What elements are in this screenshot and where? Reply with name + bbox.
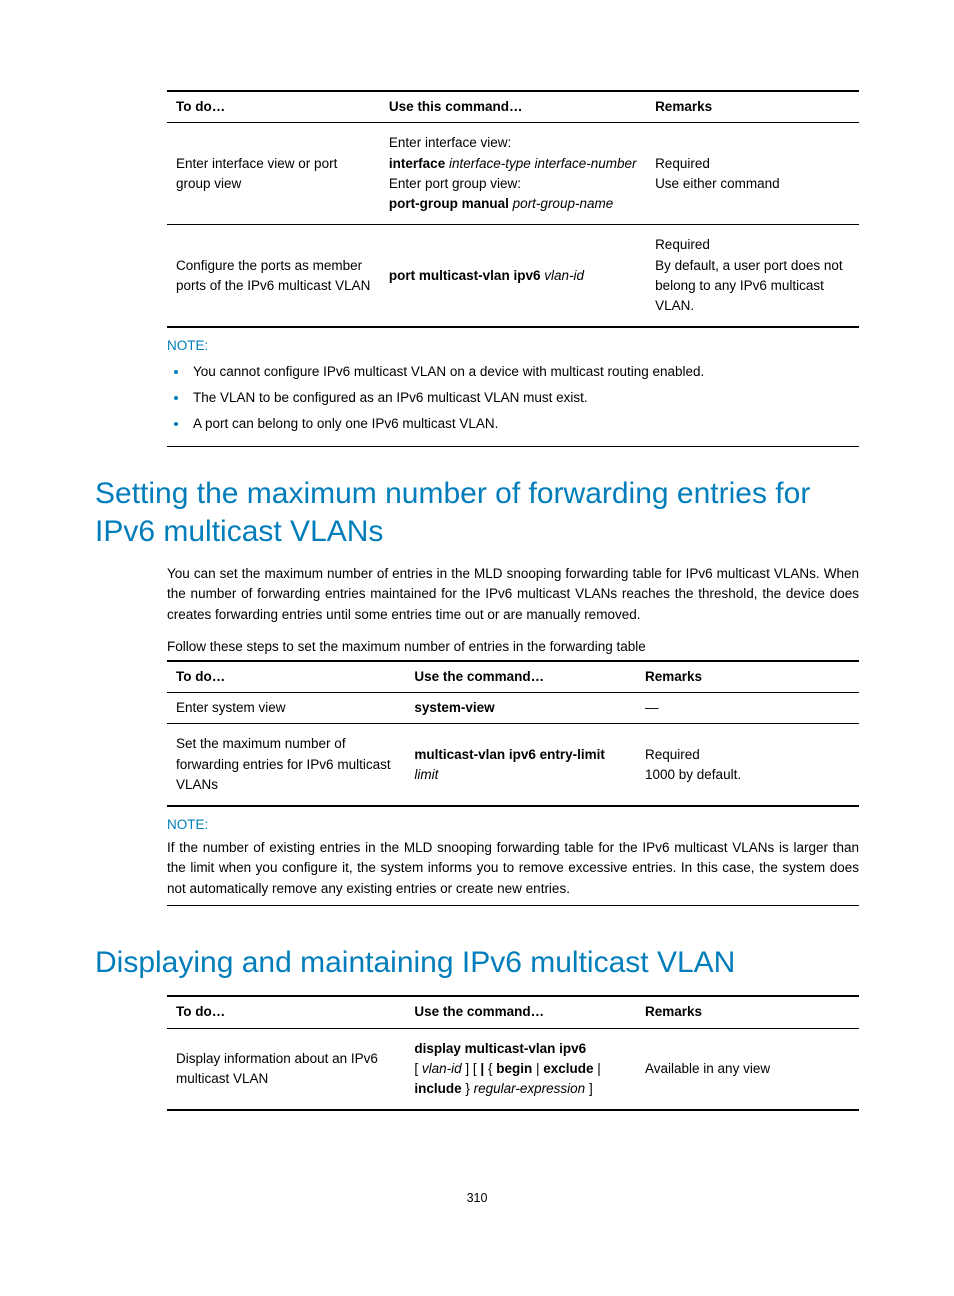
cmd-line: interface interface-type interface-numbe… <box>389 154 637 174</box>
table-row: Display information about an IPv6 multic… <box>167 1028 859 1110</box>
cell-cmd: display multicast-vlan ipv6 [ vlan-id ] … <box>405 1028 636 1110</box>
note-item: You cannot configure IPv6 multicast VLAN… <box>189 359 859 385</box>
th-remarks: Remarks <box>646 91 859 123</box>
note-label: NOTE: <box>167 817 859 832</box>
cmd-line: Enter port group view: <box>389 174 637 194</box>
cell-cmd: port multicast-vlan ipv6 vlan-id <box>380 225 646 328</box>
th-cmd: Use the command… <box>405 996 636 1028</box>
table-row: Enter interface view or port group view … <box>167 123 859 225</box>
table-row: Enter system view system-view — <box>167 693 859 724</box>
lead-text: Follow these steps to set the maximum nu… <box>167 639 859 654</box>
command-table-2: To do… Use the command… Remarks Enter sy… <box>167 660 859 807</box>
cmd-line: port-group manual port-group-name <box>389 194 637 214</box>
cell-remarks: Required By default, a user port does no… <box>646 225 859 328</box>
cell-cmd: Enter interface view: interface interfac… <box>380 123 646 225</box>
section-heading-display: Displaying and maintaining IPv6 multicas… <box>95 944 859 982</box>
command-table-1: To do… Use this command… Remarks Enter i… <box>167 90 859 328</box>
cell-todo: Set the maximum number of forwarding ent… <box>167 724 405 806</box>
cell-cmd: multicast-vlan ipv6 entry-limit limit <box>405 724 636 806</box>
note-item: A port can belong to only one IPv6 multi… <box>189 411 859 437</box>
note-list: You cannot configure IPv6 multicast VLAN… <box>167 359 859 436</box>
note-block-1: NOTE: You cannot configure IPv6 multicas… <box>167 338 859 447</box>
cmd-line: Enter interface view: <box>389 133 637 153</box>
cell-cmd: system-view <box>405 693 636 724</box>
page-number: 310 <box>95 1191 859 1205</box>
th-cmd: Use this command… <box>380 91 646 123</box>
cell-remarks: Required Use either command <box>646 123 859 225</box>
section-heading-max-entries: Setting the maximum number of forwarding… <box>95 475 859 550</box>
cell-todo: Enter system view <box>167 693 405 724</box>
command-table-3: To do… Use the command… Remarks Display … <box>167 995 859 1111</box>
paragraph: You can set the maximum number of entrie… <box>167 564 859 625</box>
th-cmd: Use the command… <box>405 661 636 693</box>
cell-todo: Enter interface view or port group view <box>167 123 380 225</box>
th-todo: To do… <box>167 661 405 693</box>
table-row: Configure the ports as member ports of t… <box>167 225 859 328</box>
th-todo: To do… <box>167 996 405 1028</box>
th-remarks: Remarks <box>636 661 859 693</box>
cell-remarks: Available in any view <box>636 1028 859 1110</box>
note-text: If the number of existing entries in the… <box>167 838 859 906</box>
note-item: The VLAN to be configured as an IPv6 mul… <box>189 385 859 411</box>
cell-remarks: — <box>636 693 859 724</box>
cell-remarks: Required 1000 by default. <box>636 724 859 806</box>
th-remarks: Remarks <box>636 996 859 1028</box>
cell-todo: Configure the ports as member ports of t… <box>167 225 380 328</box>
table-row: Set the maximum number of forwarding ent… <box>167 724 859 806</box>
th-todo: To do… <box>167 91 380 123</box>
cell-todo: Display information about an IPv6 multic… <box>167 1028 405 1110</box>
note-label: NOTE: <box>167 338 859 353</box>
note-block-2: NOTE: If the number of existing entries … <box>167 817 859 906</box>
